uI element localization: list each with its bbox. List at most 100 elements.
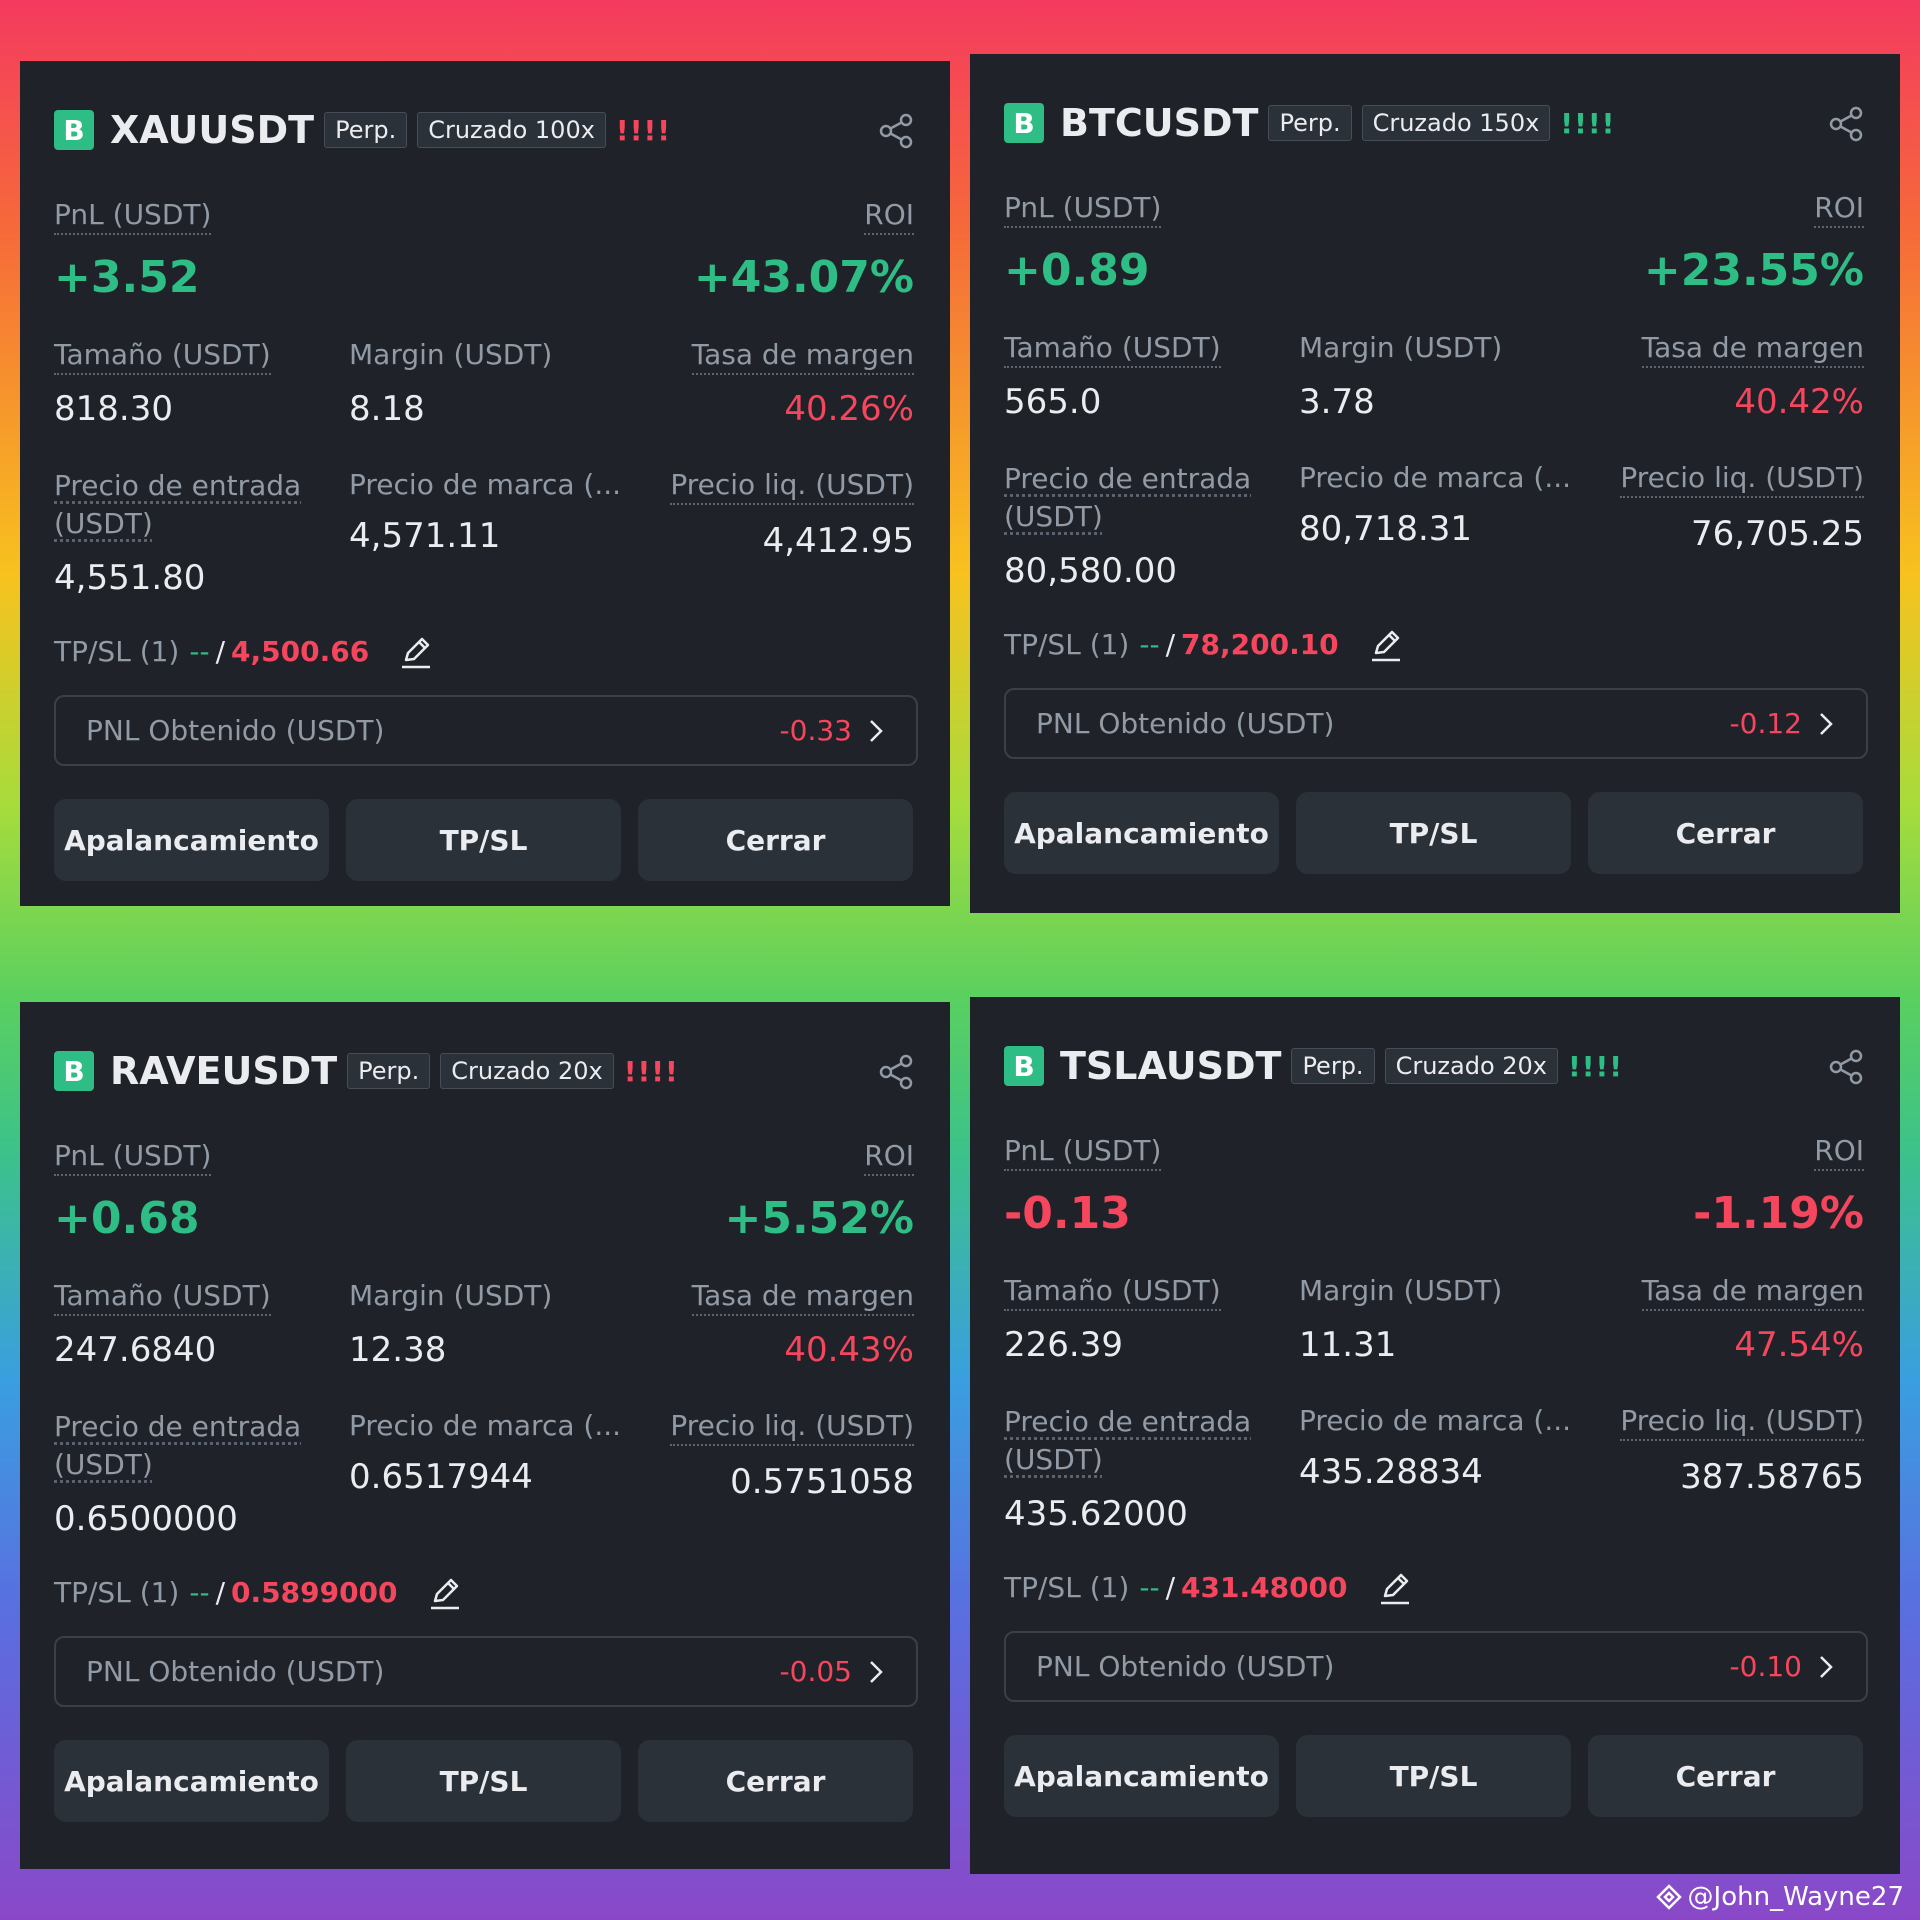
risk-indicator: !!!! bbox=[1568, 1049, 1624, 1083]
share-icon[interactable] bbox=[876, 111, 916, 151]
mark-label: Precio de marca (... bbox=[1299, 1404, 1572, 1437]
realized-right: -0.33 bbox=[780, 714, 886, 747]
realized-pnl-row[interactable]: PNL Obtenido (USDT) -0.12 bbox=[1004, 688, 1868, 759]
tpsl-row: TP/SL (1) --/78,200.10 bbox=[1004, 626, 1405, 664]
separator: / bbox=[1165, 628, 1176, 661]
mark-label: Precio de marca (... bbox=[1299, 461, 1572, 494]
margin-rate-label: Tasa de margen bbox=[1641, 330, 1864, 368]
stop-loss: 78,200.10 bbox=[1181, 628, 1339, 661]
symbol[interactable]: TSLAUSDT bbox=[1060, 1044, 1282, 1088]
margin-value: 3.78 bbox=[1299, 382, 1375, 422]
mark-value: 4,571.11 bbox=[349, 516, 501, 556]
realized-pnl-row[interactable]: PNL Obtenido (USDT) -0.33 bbox=[54, 695, 918, 766]
chevron-icon bbox=[870, 1660, 883, 1683]
share-icon[interactable] bbox=[1826, 104, 1866, 144]
contract-chip: Perp. bbox=[324, 112, 408, 148]
chevron-icon bbox=[870, 719, 883, 742]
mode-chip[interactable]: Cruzado 20x bbox=[1384, 1048, 1558, 1084]
edit-icon[interactable] bbox=[1367, 626, 1405, 664]
size-label: Tamaño (USDT) bbox=[54, 1278, 271, 1316]
action-button[interactable]: Apalancamiento bbox=[1004, 1735, 1279, 1817]
action-button[interactable]: Cerrar bbox=[1588, 1735, 1863, 1817]
action-button[interactable]: TP/SL bbox=[1296, 1735, 1571, 1817]
action-button[interactable]: Cerrar bbox=[1588, 792, 1863, 874]
pnl-value: +0.89 bbox=[1004, 245, 1150, 296]
action-button[interactable]: TP/SL bbox=[346, 1740, 621, 1822]
tpsl-label: TP/SL (1) bbox=[1004, 628, 1130, 661]
size-label: Tamaño (USDT) bbox=[1004, 1273, 1221, 1311]
card-header: B RAVEUSDT Perp. Cruzado 20x!!!! bbox=[54, 1048, 679, 1094]
stop-loss: 0.5899000 bbox=[231, 1576, 398, 1609]
size-label: Tamaño (USDT) bbox=[1004, 330, 1221, 368]
mode-chip[interactable]: Cruzado 100x bbox=[417, 112, 606, 148]
realized-label: PNL Obtenido (USDT) bbox=[86, 714, 385, 747]
action-button[interactable]: TP/SL bbox=[346, 799, 621, 881]
edit-icon[interactable] bbox=[426, 1574, 464, 1612]
realized-value: -0.05 bbox=[779, 1655, 852, 1688]
tpsl-label: TP/SL (1) bbox=[1004, 1571, 1130, 1604]
badge: B bbox=[54, 110, 94, 150]
margin-value: 11.31 bbox=[1299, 1325, 1397, 1365]
badge: B bbox=[1004, 1046, 1044, 1086]
action-button[interactable]: TP/SL bbox=[1296, 792, 1571, 874]
edit-icon[interactable] bbox=[1376, 1569, 1414, 1607]
liq-value: 76,705.25 bbox=[1690, 514, 1864, 554]
size-value: 565.0 bbox=[1004, 382, 1102, 422]
mark-value: 435.28834 bbox=[1299, 1452, 1483, 1492]
size-value: 226.39 bbox=[1004, 1325, 1123, 1365]
entry-value: 4,551.80 bbox=[54, 558, 206, 598]
share-icon[interactable] bbox=[876, 1052, 916, 1092]
margin-rate-value: 47.54% bbox=[1734, 1325, 1864, 1365]
margin-value: 8.18 bbox=[349, 389, 425, 429]
action-button[interactable]: Apalancamiento bbox=[54, 799, 329, 881]
tpsl-row: TP/SL (1) --/431.48000 bbox=[1004, 1569, 1414, 1607]
entry-value: 435.62000 bbox=[1004, 1494, 1188, 1534]
mode-chip[interactable]: Cruzado 150x bbox=[1361, 105, 1551, 141]
badge: B bbox=[54, 1051, 94, 1091]
mode-chip[interactable]: Cruzado 20x bbox=[440, 1053, 614, 1089]
margin-rate-label: Tasa de margen bbox=[691, 1278, 914, 1316]
chevron-icon bbox=[1820, 1655, 1833, 1678]
roi-label: ROI bbox=[864, 1138, 914, 1176]
share-icon[interactable] bbox=[1826, 1047, 1866, 1087]
liq-label: Precio liq. (USDT) bbox=[1620, 1403, 1864, 1441]
symbol[interactable]: RAVEUSDT bbox=[110, 1049, 338, 1093]
roi-value: +23.55% bbox=[1643, 245, 1864, 296]
realized-label: PNL Obtenido (USDT) bbox=[86, 1655, 385, 1688]
chevron-icon bbox=[1820, 712, 1833, 735]
tpsl-label: TP/SL (1) bbox=[54, 1576, 180, 1609]
separator: / bbox=[1165, 1571, 1176, 1604]
roi-label: ROI bbox=[1814, 1133, 1864, 1171]
take-profit: -- bbox=[189, 1576, 210, 1609]
margin-rate-label: Tasa de margen bbox=[691, 337, 914, 375]
realized-pnl-row[interactable]: PNL Obtenido (USDT) -0.05 bbox=[54, 1636, 918, 1707]
action-button[interactable]: Cerrar bbox=[638, 1740, 913, 1822]
badge: B bbox=[1004, 103, 1044, 143]
contract-chip: Perp. bbox=[347, 1053, 431, 1089]
realized-right: -0.10 bbox=[1730, 1650, 1836, 1683]
tpsl-row: TP/SL (1) --/4,500.66 bbox=[54, 633, 435, 671]
margin-rate-value: 40.43% bbox=[784, 1330, 914, 1370]
realized-pnl-row[interactable]: PNL Obtenido (USDT) -0.10 bbox=[1004, 1631, 1868, 1702]
entry-label: Precio de entrada (USDT) bbox=[1004, 462, 1252, 533]
stop-loss: 4,500.66 bbox=[231, 635, 370, 668]
edit-icon[interactable] bbox=[397, 633, 435, 671]
mark-value: 80,718.31 bbox=[1299, 509, 1473, 549]
margin-rate-value: 40.26% bbox=[784, 389, 914, 429]
roi-value: -1.19% bbox=[1693, 1188, 1864, 1239]
pnl-value: -0.13 bbox=[1004, 1188, 1131, 1239]
realized-right: -0.12 bbox=[1730, 707, 1836, 740]
margin-label: Margin (USDT) bbox=[1299, 331, 1503, 364]
risk-indicator: !!!! bbox=[615, 113, 671, 147]
action-button[interactable]: Apalancamiento bbox=[1004, 792, 1279, 874]
margin-rate-value: 40.42% bbox=[1734, 382, 1864, 422]
pnl-label: PnL (USDT) bbox=[1004, 190, 1162, 228]
symbol[interactable]: BTCUSDT bbox=[1060, 101, 1259, 145]
margin-label: Margin (USDT) bbox=[1299, 1274, 1503, 1307]
take-profit: -- bbox=[189, 635, 210, 668]
action-button[interactable]: Apalancamiento bbox=[54, 1740, 329, 1822]
action-button[interactable]: Cerrar bbox=[638, 799, 913, 881]
watermark: @John_Wayne27 bbox=[1655, 1882, 1904, 1912]
symbol[interactable]: XAUUSDT bbox=[110, 108, 315, 152]
